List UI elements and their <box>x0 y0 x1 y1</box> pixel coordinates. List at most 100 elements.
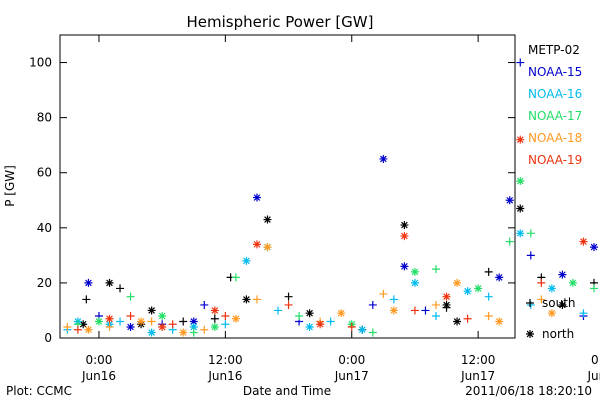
south-point <box>589 284 598 293</box>
series-noaa-17 <box>73 176 598 337</box>
north-point <box>516 176 525 185</box>
north-point <box>400 232 409 241</box>
south-point <box>252 295 261 304</box>
north-point <box>453 317 462 326</box>
south-point <box>432 300 441 309</box>
x-tick-date: Jun16 <box>207 369 242 383</box>
north-point <box>305 322 314 331</box>
south-point <box>179 317 188 326</box>
south-point <box>284 300 293 309</box>
north-point <box>137 317 146 326</box>
legend-item: NOAA-15 <box>528 65 582 79</box>
south-point <box>389 295 398 304</box>
south-point <box>432 265 441 274</box>
north-point <box>242 256 251 265</box>
south-point <box>484 267 493 276</box>
north-point <box>147 328 156 337</box>
north-point <box>337 309 346 318</box>
north-point <box>442 300 451 309</box>
south-point <box>221 320 230 329</box>
series-noaa-19 <box>73 135 588 334</box>
north-point <box>516 229 525 238</box>
south-point <box>147 317 156 326</box>
footer-timestamp: 2011/06/18 18:20:10 <box>465 384 592 398</box>
series-noaa-18 <box>63 243 556 337</box>
north-point <box>558 270 567 279</box>
south-point <box>73 325 82 334</box>
north-point <box>526 330 534 338</box>
south-point <box>579 309 588 318</box>
south-point <box>368 328 377 337</box>
south-point <box>210 314 219 323</box>
north-point <box>252 240 261 249</box>
north-point <box>505 196 514 205</box>
x-tick-time: 0:00 <box>85 353 112 367</box>
north-point <box>495 317 504 326</box>
north-point <box>400 262 409 271</box>
south-point <box>168 320 177 329</box>
north-point <box>158 311 167 320</box>
north-point <box>105 278 114 287</box>
north-point <box>94 317 103 326</box>
north-point <box>147 306 156 315</box>
south-point <box>526 300 535 309</box>
series-noaa-16 <box>63 229 588 337</box>
south-point <box>379 289 388 298</box>
north-point <box>516 204 525 213</box>
north-point <box>316 320 325 329</box>
hemisphere-label: north <box>542 327 574 341</box>
south-point <box>116 284 125 293</box>
chart-title: Hemispheric Power [GW] <box>187 13 374 31</box>
north-point <box>558 300 567 309</box>
y-tick-label: 80 <box>37 111 52 125</box>
data-points <box>63 58 598 337</box>
plot-frame <box>59 34 516 339</box>
legend-item: NOAA-17 <box>528 109 582 123</box>
north-point <box>400 221 409 230</box>
north-point <box>189 322 198 331</box>
north-point <box>158 322 167 331</box>
south-point <box>326 317 335 326</box>
south-point <box>463 314 472 323</box>
legend: METP-02 NOAA-15 NOAA-16 NOAA-17 NOAA-18 NOAA-… <box>528 43 582 167</box>
north-point <box>547 284 556 293</box>
south-point <box>231 273 240 282</box>
south-point <box>347 322 356 331</box>
legend-item: NOAA-18 <box>528 131 582 145</box>
x-tick-time: 12:00 <box>208 353 243 367</box>
north-point <box>231 314 240 323</box>
south-point <box>526 251 535 260</box>
south-point <box>126 311 135 320</box>
y-tick-label: 60 <box>37 166 52 180</box>
north-point <box>242 295 251 304</box>
south-point <box>200 325 209 334</box>
north-point <box>589 243 598 252</box>
south-point <box>410 306 419 315</box>
north-point <box>410 267 419 276</box>
legend-item: NOAA-16 <box>528 87 582 101</box>
north-point <box>463 287 472 296</box>
north-point <box>179 328 188 337</box>
y-axis: 0 20 40 60 80 100 <box>29 56 515 345</box>
south-point <box>505 237 514 246</box>
south-point <box>284 292 293 301</box>
north-point <box>474 284 483 293</box>
south-point <box>537 278 546 287</box>
north-point <box>189 317 198 326</box>
north-point <box>210 306 219 315</box>
south-point <box>432 311 441 320</box>
north-point <box>379 154 388 163</box>
hemisphere-legend: south north <box>526 296 576 341</box>
south-point <box>484 292 493 301</box>
north-point <box>105 314 114 323</box>
x-tick-date: Jun17 <box>460 369 495 383</box>
south-point <box>221 311 230 320</box>
north-point <box>358 325 367 334</box>
north-point <box>389 306 398 315</box>
north-point <box>210 322 219 331</box>
legend-item: METP-02 <box>528 43 580 57</box>
y-axis-label: P [GW] <box>3 165 17 207</box>
north-point <box>126 322 135 331</box>
footer-credit: Plot: CCMC <box>6 384 72 398</box>
